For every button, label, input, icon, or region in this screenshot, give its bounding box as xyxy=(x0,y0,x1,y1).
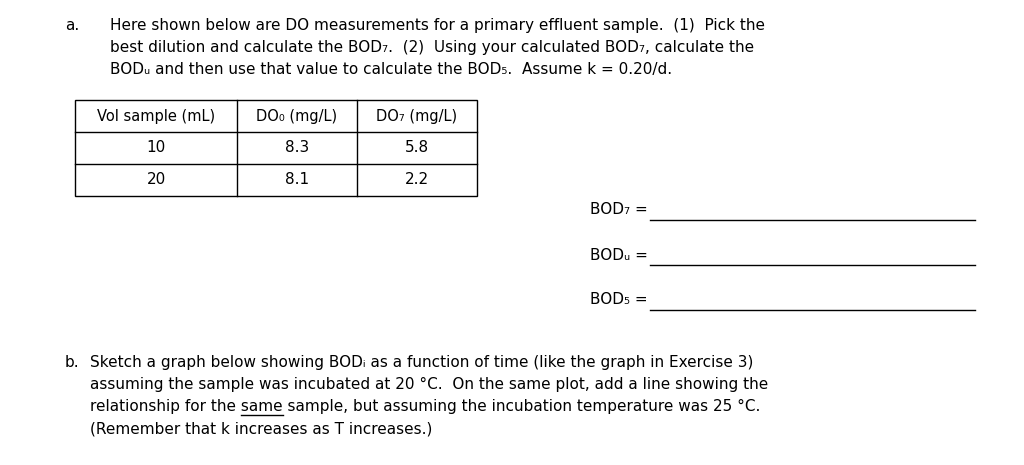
Text: 2.2: 2.2 xyxy=(404,173,429,187)
Text: relationship for the same: relationship for the same xyxy=(90,399,283,414)
Text: relationship for the same sample, but assuming the incubation temperature was 25: relationship for the same sample, but as… xyxy=(90,399,761,414)
Text: relationship for the: relationship for the xyxy=(90,399,241,414)
Text: Here shown below are DO measurements for a primary effluent sample.  (1)  Pick t: Here shown below are DO measurements for… xyxy=(110,18,765,33)
Text: best dilution and calculate the BOD₇.  (2)  Using your calculated BOD₇, calculat: best dilution and calculate the BOD₇. (2… xyxy=(110,40,754,55)
Text: Sketch a graph below showing BODᵢ as a function of time (like the graph in Exerc: Sketch a graph below showing BODᵢ as a f… xyxy=(90,355,754,370)
Text: DO₇ (mg/L): DO₇ (mg/L) xyxy=(377,108,458,124)
Text: assuming the sample was incubated at 20 °C.  On the same plot, add a line showin: assuming the sample was incubated at 20 … xyxy=(90,377,768,392)
Text: BODᵤ and then use that value to calculate the BOD₅.  Assume k = 0.20/d.: BODᵤ and then use that value to calculat… xyxy=(110,62,672,77)
Text: 8.1: 8.1 xyxy=(285,173,309,187)
Text: BODᵤ =: BODᵤ = xyxy=(590,247,648,263)
Text: 5.8: 5.8 xyxy=(404,140,429,155)
Text: DO₀ (mg/L): DO₀ (mg/L) xyxy=(256,108,338,124)
Text: 10: 10 xyxy=(146,140,166,155)
Text: BOD₅ =: BOD₅ = xyxy=(590,292,647,307)
Text: b.: b. xyxy=(65,355,80,370)
Text: 20: 20 xyxy=(146,173,166,187)
Text: (Remember that k increases as T increases.): (Remember that k increases as T increase… xyxy=(90,421,432,436)
Text: BOD₇ =: BOD₇ = xyxy=(590,202,648,218)
Text: Vol sample (mL): Vol sample (mL) xyxy=(97,108,215,124)
Text: a.: a. xyxy=(65,18,79,33)
Text: 8.3: 8.3 xyxy=(285,140,309,155)
Bar xyxy=(75,100,477,196)
